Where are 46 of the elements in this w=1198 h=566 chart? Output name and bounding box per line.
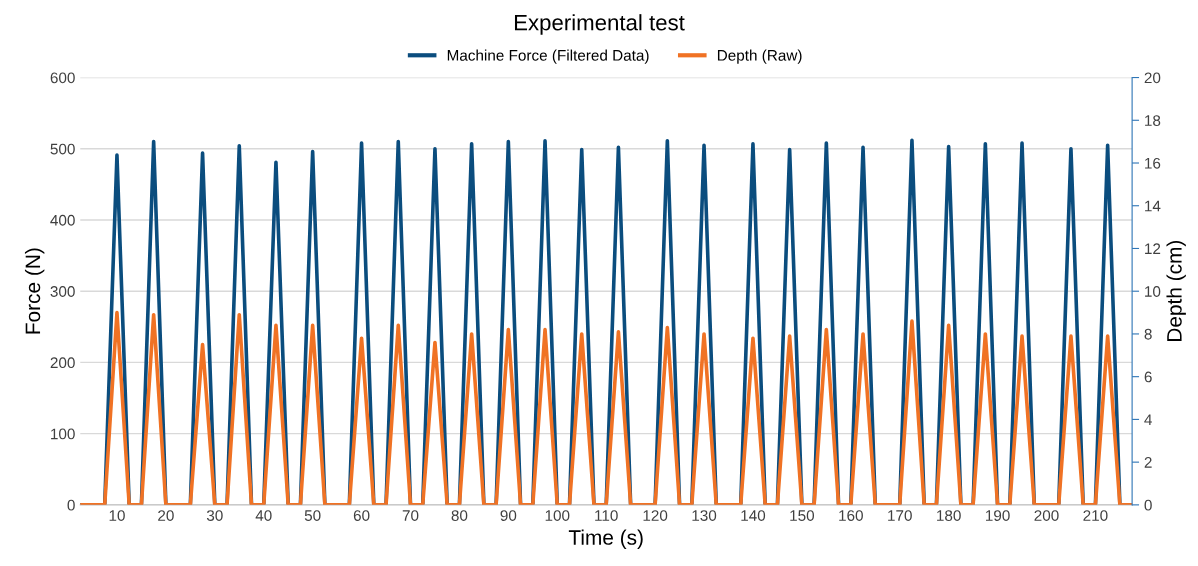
y2-tick-label: 8 — [1144, 328, 1152, 340]
y-tick-label: 0 — [67, 499, 75, 511]
y-tick-label: 400 — [50, 214, 75, 226]
x-tick-label: 160 — [839, 510, 863, 521]
x-tick-label: 210 — [1083, 510, 1108, 521]
y2-tick-label: 4 — [1144, 414, 1152, 425]
y-tick-label: 500 — [50, 143, 75, 155]
x-tick-label: 80 — [451, 510, 468, 521]
chart-title: Experimental test — [514, 14, 685, 35]
x-tick-label: 40 — [255, 510, 272, 521]
x-tick-label: 100 — [545, 510, 570, 521]
x-tick-label: 190 — [985, 510, 1010, 521]
y2-tick-label: 14 — [1145, 200, 1161, 212]
y-tick-label: 600 — [50, 72, 75, 84]
y2-tick-label: 18 — [1145, 115, 1161, 126]
x-tick-label: 90 — [500, 510, 517, 521]
x-tick-label: 140 — [741, 510, 766, 521]
x-axis-title: Time (s) — [568, 529, 643, 549]
y-tick-label: 200 — [50, 357, 75, 369]
x-tick-label: 170 — [888, 510, 912, 521]
x-tick-label: 70 — [402, 510, 419, 521]
x-tick-label: 130 — [692, 510, 717, 521]
y-axis-title: Force (N) — [24, 248, 45, 334]
x-tick-label: 180 — [937, 510, 961, 521]
y-tick-label: 100 — [51, 428, 75, 440]
y2-tick-label: 16 — [1145, 157, 1161, 169]
y2-tick-label: 0 — [1144, 499, 1152, 511]
x-tick-label: 30 — [206, 510, 223, 521]
x-tick-label: 50 — [304, 510, 321, 521]
y2-tick-label: 20 — [1144, 72, 1161, 84]
y2-tick-label: 10 — [1145, 286, 1161, 297]
x-tick-label: 110 — [595, 510, 618, 521]
x-tick-label: 20 — [158, 510, 174, 521]
x-tick-label: 120 — [643, 510, 668, 521]
y2-tick-label: 2 — [1144, 457, 1152, 468]
line-series — [80, 310, 1133, 505]
x-tick-label: 10 — [109, 510, 125, 521]
x-tick-label: 150 — [790, 510, 815, 521]
y2-tick-label: 6 — [1144, 371, 1152, 383]
legend-label: Depth (Raw) — [717, 49, 802, 64]
legend-label: Machine Force (Filtered Data) — [447, 49, 649, 64]
y-tick-label: 300 — [50, 286, 75, 297]
y2-tick-label: 12 — [1145, 243, 1161, 255]
x-tick-label: 60 — [353, 510, 370, 521]
y2-axis-title: Depth (cm) — [1166, 240, 1186, 342]
x-tick-label: 200 — [1034, 510, 1059, 521]
